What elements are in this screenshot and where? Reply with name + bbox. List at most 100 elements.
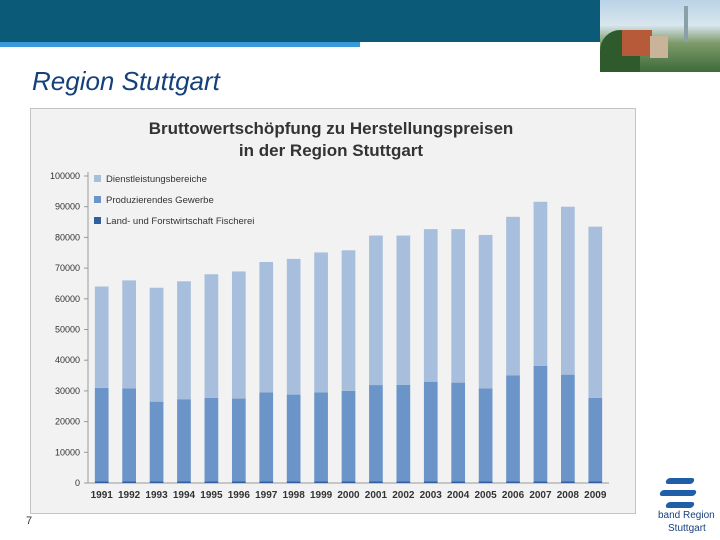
x-tick-label: 1999 [310, 490, 333, 501]
y-tick-label: 70000 [55, 263, 80, 273]
bar-segment-2-2001 [369, 235, 383, 386]
bar-segment-2-1992 [122, 280, 136, 389]
bar-segment-1-2005 [478, 388, 493, 482]
stacked-bar-chart: Bruttowertschöpfung zu Herstellungspreis… [50, 119, 609, 501]
bar-segment-0-2008 [561, 481, 575, 483]
x-tick-label: 2009 [584, 490, 607, 501]
bar-segment-2-2008 [561, 206, 575, 375]
bar-segment-1-1993 [149, 401, 164, 482]
bar-segment-2-1998 [286, 258, 301, 395]
bar-segment-2-2007 [533, 201, 548, 366]
x-tick-label: 1998 [283, 490, 306, 501]
bar-segment-0-1998 [286, 481, 301, 483]
y-tick-label: 0 [75, 478, 80, 488]
bar-segment-0-2001 [369, 481, 383, 483]
bar-segment-1-2003 [423, 381, 438, 482]
bar-segment-0-2006 [506, 481, 520, 483]
bar-segment-0-2000 [341, 481, 356, 483]
bar-segment-2-2003 [423, 229, 438, 382]
legend-label: Dienstleistungsbereiche [106, 174, 207, 185]
bar-segment-0-1991 [94, 481, 109, 483]
bar-segment-0-1997 [259, 481, 274, 483]
logo-stripe-icon [664, 478, 696, 484]
bar-segment-2-1994 [177, 281, 191, 400]
bar-segment-2-1991 [94, 286, 109, 388]
bar-segment-2-1999 [314, 252, 328, 393]
x-tick-label: 2000 [337, 490, 360, 501]
bar-segment-0-2007 [533, 481, 548, 483]
verband-region-logo: band Region Stuttgart [638, 470, 720, 540]
bar-segment-1-1996 [231, 398, 246, 482]
x-tick-label: 2006 [502, 490, 525, 501]
bar-segment-1-2000 [341, 390, 356, 482]
bar-segment-1-1992 [122, 388, 136, 482]
bar-segment-2-2009 [588, 226, 603, 398]
legend-label: Land- und Forstwirtschaft Fischerei [106, 216, 254, 227]
bar-segment-1-1994 [177, 399, 191, 482]
x-tick-label: 2005 [474, 490, 497, 501]
bar-segment-0-2009 [588, 481, 603, 483]
x-tick-label: 2007 [529, 490, 552, 501]
bar-segment-2-1995 [204, 274, 219, 398]
chart-title-line2: in der Region Stuttgart [239, 141, 424, 160]
x-tick-label: 1996 [228, 490, 251, 501]
legend-swatch [94, 217, 101, 224]
y-tick-label: 60000 [55, 294, 80, 304]
bar-segment-2-2004 [451, 229, 466, 383]
x-tick-label: 1995 [200, 490, 223, 501]
chart-frame: Bruttowertschöpfung zu Herstellungspreis… [30, 108, 636, 514]
logo-text-line2: Stuttgart [668, 523, 706, 534]
x-tick-label: 1991 [91, 490, 114, 501]
x-tick-label: 2001 [365, 490, 388, 501]
building-shape [622, 30, 652, 56]
bar-segment-2-2005 [478, 234, 493, 389]
y-tick-label: 30000 [55, 386, 80, 396]
bar-segment-1-1991 [94, 387, 109, 482]
y-tick-label: 90000 [55, 202, 80, 212]
slide-title: Region Stuttgart [32, 66, 220, 96]
legend-swatch [94, 175, 101, 182]
x-tick-label: 2008 [557, 490, 580, 501]
legend-label: Produzierendes Gewerbe [106, 195, 214, 206]
legend-box [90, 169, 302, 231]
bar-segment-0-2002 [396, 481, 411, 483]
bar-segment-1-2007 [533, 365, 548, 482]
bar-segment-1-1995 [204, 397, 219, 482]
x-tick-label: 1992 [118, 490, 141, 501]
bar-segment-1-2008 [561, 374, 575, 482]
x-tick-label: 2002 [392, 490, 415, 501]
bar-segment-2-2000 [341, 250, 356, 391]
bar-segment-1-2006 [506, 375, 520, 482]
bar-segment-2-1997 [259, 261, 274, 393]
bar-segment-0-1993 [149, 481, 164, 483]
bar-segment-0-1996 [231, 481, 246, 483]
bar-segment-0-2003 [423, 481, 438, 483]
bar-segment-1-2002 [396, 384, 411, 482]
slide-number: 7 [26, 515, 33, 527]
bar-segment-0-1999 [314, 481, 328, 483]
bar-segment-0-1992 [122, 481, 136, 483]
x-tick-label: 2004 [447, 490, 470, 501]
y-tick-label: 20000 [55, 417, 80, 427]
bar-segment-1-1998 [286, 394, 301, 482]
x-tick-label: 1997 [255, 490, 278, 501]
bar-segment-2-1993 [149, 287, 164, 402]
bar-segment-2-1996 [231, 271, 246, 399]
y-tick-label: 80000 [55, 232, 80, 242]
chart-title-line1: Bruttowertschöpfung zu Herstellungspreis… [149, 119, 514, 138]
header-photo [600, 0, 720, 72]
building-shape [650, 36, 668, 58]
y-tick-label: 100000 [50, 171, 80, 181]
header-accent-line [0, 42, 360, 47]
bar-segment-1-2009 [588, 397, 603, 482]
bar-segment-1-1999 [314, 392, 328, 482]
logo-stripe-icon [664, 502, 696, 508]
y-tick-label: 40000 [55, 355, 80, 365]
bar-segment-0-1995 [204, 481, 219, 483]
x-tick-label: 1994 [173, 490, 196, 501]
bar-segment-2-2002 [396, 235, 411, 385]
bar-segment-1-2004 [451, 382, 466, 482]
bar-segment-0-1994 [177, 481, 191, 483]
legend-swatch [94, 196, 101, 203]
logo-stripe-icon [658, 490, 698, 496]
